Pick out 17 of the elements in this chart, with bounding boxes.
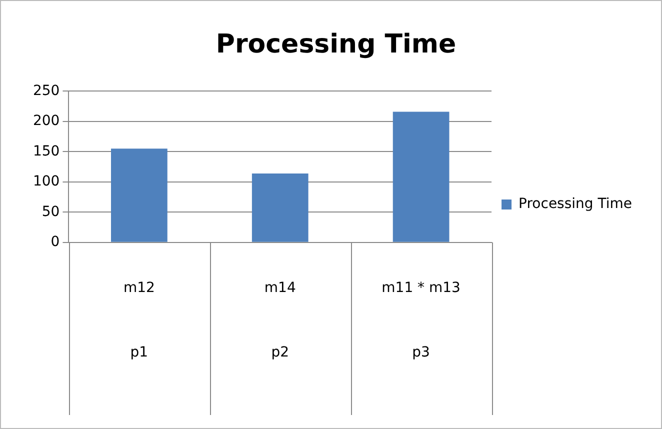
legend-label: Processing Time [518, 196, 632, 212]
text: p2 [271, 344, 290, 361]
y-tick-label: 0 [50, 234, 60, 250]
x-tick-label: m11 * m13 [382, 280, 460, 296]
chart-title: Processing Time [216, 29, 456, 60]
x-tick-label: m14 [264, 280, 296, 296]
y-tick-label: 200 [32, 113, 60, 130]
x-tick-label: m12 [123, 280, 155, 296]
bar [252, 173, 308, 242]
bar [392, 112, 450, 242]
y-tick-label: 250 [32, 82, 60, 99]
y-tick-label: 150 [32, 143, 60, 160]
bar [111, 148, 168, 242]
text: p1 [130, 344, 148, 361]
y-tick-label: 100 [32, 174, 60, 190]
text: p3 [412, 344, 430, 361]
y-tick-label: 50 [42, 204, 60, 220]
